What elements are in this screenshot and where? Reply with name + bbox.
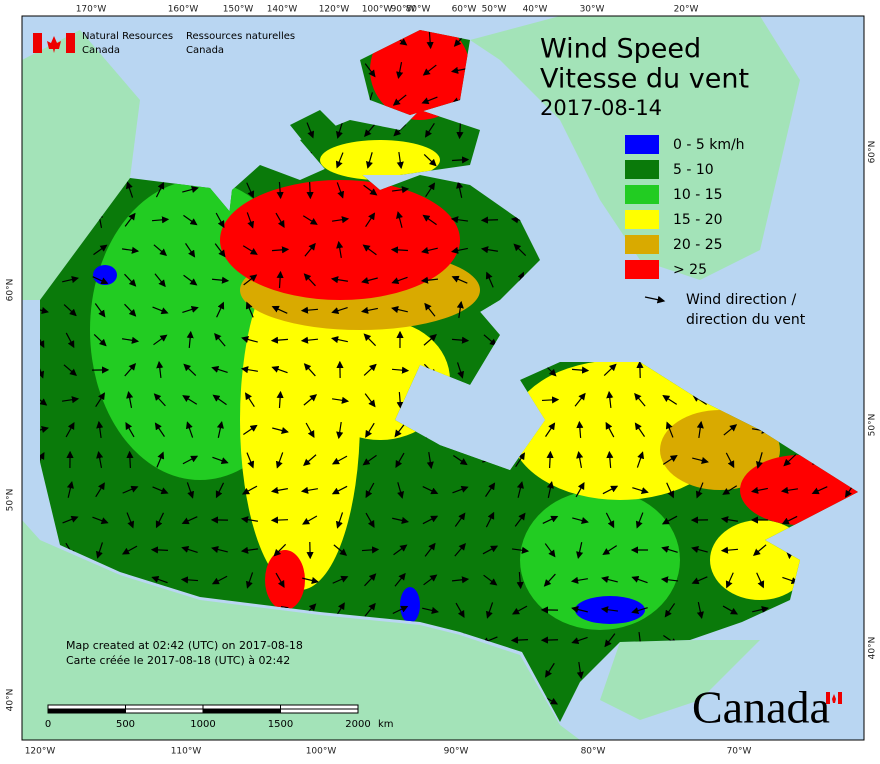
graticule-bottom: 110°W [171,747,202,757]
scale-segment [126,705,204,709]
legend-direction: Wind direction / [686,292,796,308]
scale-label: 500 [116,719,135,730]
graticule-left: 60°N [6,279,16,302]
scale-segment [281,705,359,709]
wind-arrow [130,452,131,468]
graticule-left: 50°N [6,489,16,512]
wind-arrow [310,182,311,198]
scale-segment [48,705,126,709]
scale-segment [281,709,359,713]
scale-segment [48,709,126,713]
graticule-bottom: 70°W [727,747,752,757]
graticule-top: 60°W [452,5,477,15]
graticule-top: 170°W [76,5,107,15]
scale-label: 2000 [345,719,370,730]
graticule-top: 40°W [523,5,548,15]
graticule-bottom: 80°W [581,747,606,757]
org-en: Canada [82,45,120,56]
scale-segment [203,705,281,709]
graticule-top: 30°W [580,5,605,15]
graticule-top: 20°W [674,5,699,15]
wind-arrow [542,400,558,401]
legend-swatch [625,210,659,229]
graticule-top: 80°W [406,5,431,15]
scale-label: 1000 [190,719,215,730]
org-fr: Canada [186,45,224,56]
graticule-top: 160°W [168,5,199,15]
legend-direction: direction du vent [686,312,806,328]
graticule-bottom: 90°W [444,747,469,757]
legend-swatch [625,260,659,279]
org-en: Natural Resources [82,31,173,42]
legend-swatch [625,185,659,204]
org-fr: Ressources naturelles [186,31,295,42]
title-fr: Vitesse du vent [540,64,749,95]
legend-label: 20 - 25 [673,237,723,253]
legend-swatch [625,160,659,179]
graticule-bottom: 120°W [25,747,56,757]
wind-arrow [460,122,461,138]
scale-label: 1500 [268,719,293,730]
graticule-top: 140°W [267,5,298,15]
legend-label: 0 - 5 km/h [673,137,745,153]
scale-label: 0 [45,719,51,730]
scale-segment [203,709,281,713]
legend-swatch [625,135,659,154]
graticule-top: 50°W [482,5,507,15]
legend-label: 15 - 20 [673,212,723,228]
wind-arrow [512,640,528,641]
wordmark: Canada [692,682,830,733]
title-en: Wind Speed [540,34,701,65]
legend-swatch [625,235,659,254]
graticule-right: 40°N [868,637,878,660]
legend-label: 5 - 10 [673,162,714,178]
graticule-top: 100°W [362,5,393,15]
wind-arrow [152,550,168,551]
scale-unit: km [378,719,394,730]
graticule-right: 60°N [868,141,878,164]
wind-arrow [272,520,288,521]
graticule-left: 40°N [6,689,16,712]
note: Map created at 02:42 (UTC) on 2017-08-18 [66,639,303,652]
graticule-top: 150°W [223,5,254,15]
legend-label: 10 - 15 [673,187,723,203]
graticule-bottom: 100°W [306,747,337,757]
map-date: 2017-08-14 [540,96,662,120]
note: Carte créée le 2017-08-18 (UTC) à 02:42 [66,654,290,667]
graticule-right: 50°N [868,414,878,437]
wind-arrow [550,452,551,468]
nrcan-logo [33,33,75,53]
graticule-top: 120°W [319,5,350,15]
scale-segment [126,709,204,713]
legend-label: > 25 [673,262,707,278]
wind-arrow [482,220,498,221]
